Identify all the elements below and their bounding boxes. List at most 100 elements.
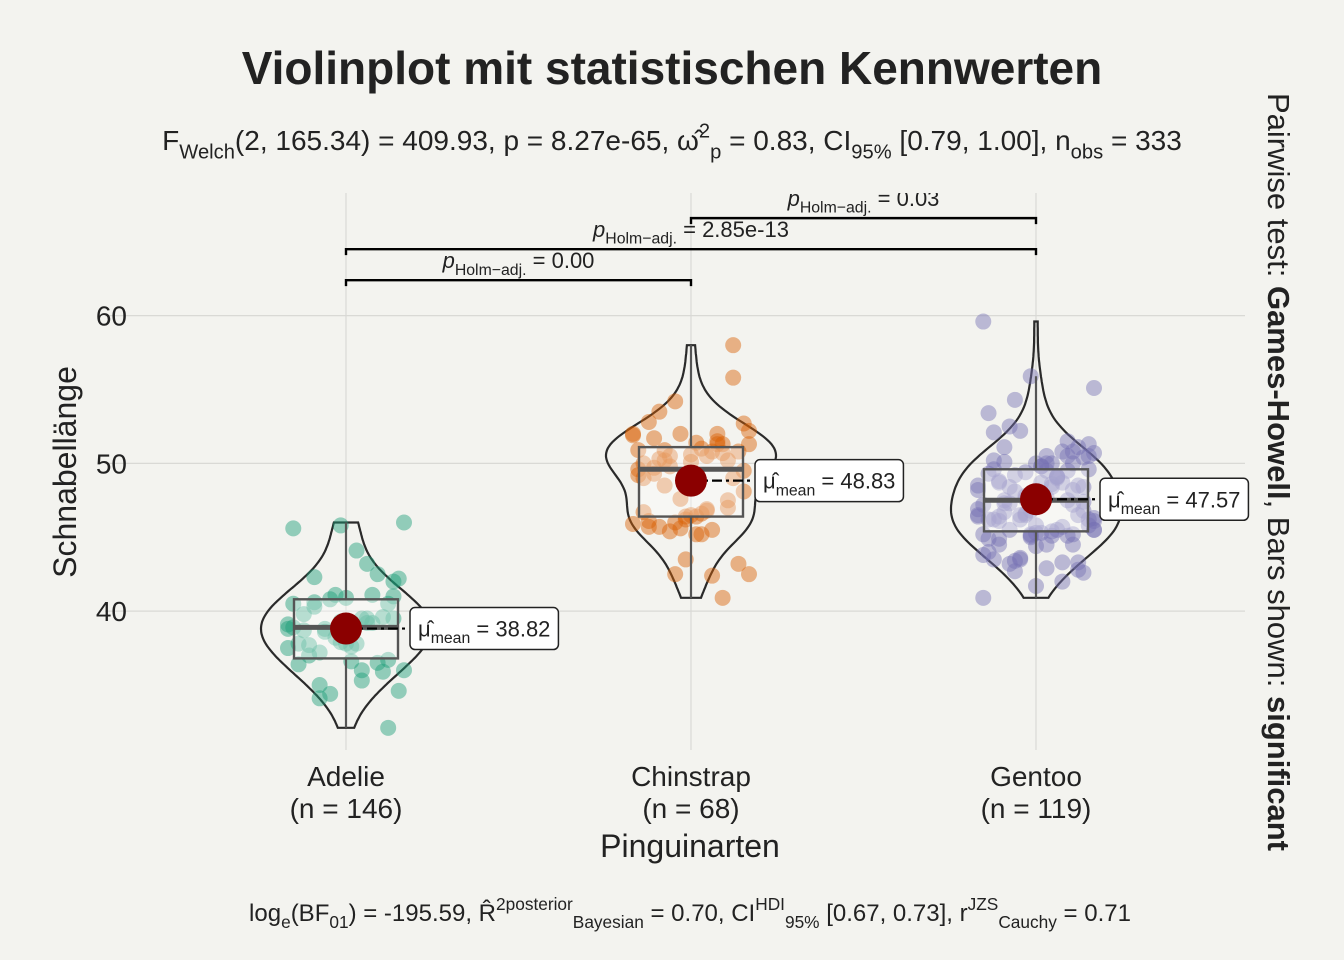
significance-label: pHolm−adj. = 0.03: [787, 186, 940, 217]
mean-point: [330, 612, 362, 645]
mean-point: [1020, 483, 1052, 516]
text-segment: HDI: [755, 894, 785, 914]
data-point: [741, 566, 757, 583]
text-segment: = 0.71: [1057, 900, 1131, 927]
mean-label-text: μ̂mean = 48.83: [763, 469, 895, 500]
text-segment: mean: [776, 482, 816, 499]
data-point: [311, 690, 328, 707]
subtitle: FWelch(2, 165.34) = 409.93, p = 8.27e-65…: [162, 120, 1182, 163]
mean-value: 47.57: [1185, 487, 1240, 512]
data-point: [380, 651, 397, 668]
data-point: [374, 609, 391, 626]
mean-label-text: μ̂mean = 38.82: [418, 617, 550, 648]
data-point: [1070, 561, 1087, 578]
data-point: [625, 425, 641, 442]
x-tick-label: Chinstrap: [631, 761, 751, 792]
data-point: [380, 719, 397, 736]
significance-bracket: [344, 247, 1038, 256]
data-point: [1070, 439, 1087, 456]
mean-value: 48.83: [840, 469, 895, 494]
data-point: [306, 569, 323, 586]
data-point: [1054, 443, 1071, 460]
data-point: [359, 555, 376, 572]
text-segment: Pairwise test:: [1261, 93, 1296, 286]
data-point: [1054, 554, 1071, 571]
text-segment: Holm−adj.: [800, 200, 872, 217]
data-point: [704, 567, 721, 584]
data-point: [719, 499, 736, 516]
data-point: [661, 523, 678, 540]
data-point: [1012, 549, 1029, 566]
data-point: [714, 589, 731, 606]
data-point: [280, 620, 296, 637]
data-point: [280, 640, 296, 657]
data-point: [698, 501, 715, 518]
data-point: [295, 606, 312, 623]
data-point: [980, 530, 997, 547]
data-point: [991, 536, 1008, 553]
data-point: [1080, 447, 1097, 464]
text-segment: significant: [1261, 696, 1296, 851]
data-point: [1012, 551, 1029, 568]
chart-title: Violinplot mit statistischen Kennwerten: [242, 42, 1103, 94]
text-segment: (BF: [291, 900, 330, 927]
data-point: [651, 403, 668, 420]
text-segment: [0.67, 0.73], r: [820, 900, 968, 927]
data-point: [311, 644, 328, 661]
text-segment: = 2.85e-13: [677, 217, 789, 242]
data-point: [683, 446, 699, 463]
data-point: [1012, 422, 1029, 439]
data-point: [1001, 418, 1018, 435]
data-point: [709, 433, 726, 450]
data-point: [725, 369, 742, 386]
data-point: [651, 450, 668, 467]
data-point: [1049, 468, 1066, 485]
data-point: [1006, 563, 1023, 580]
data-point: [1049, 470, 1066, 487]
x-axis-title: Pinguinarten: [600, 828, 780, 864]
text-segment: 2: [496, 894, 506, 914]
data-point: [693, 526, 710, 543]
data-point: [1049, 521, 1066, 538]
data-point: [985, 424, 1002, 441]
side-note: Pairwise test: Games-Howell, Bars shown:…: [1261, 93, 1296, 851]
data-point: [980, 544, 997, 561]
data-point: [1086, 445, 1102, 462]
data-point: [1059, 462, 1076, 479]
data-point: [1054, 573, 1071, 590]
data-point: [991, 512, 1008, 529]
significance-label: pHolm−adj. = 2.85e-13: [592, 217, 789, 248]
text-segment: =: [1160, 487, 1185, 512]
text-segment: = 0.03: [872, 186, 940, 211]
data-point: [693, 440, 710, 457]
text-segment: = 0.70, CI: [644, 900, 755, 927]
data-point: [1064, 536, 1081, 553]
data-point: [1038, 560, 1055, 577]
text-segment: (2, 165.34) = 409.93, p = 8.27e-65, ω̂: [235, 125, 704, 156]
data-point: [1043, 476, 1060, 493]
y-axis-title: Schnabellänge: [47, 366, 83, 578]
x-tick-label: Adelie: [307, 761, 385, 792]
data-point: [970, 477, 986, 494]
data-point: [311, 676, 328, 693]
mean-label-text: μ̂mean = 47.57: [1108, 487, 1240, 518]
data-point: [1049, 468, 1066, 485]
data-point: [1006, 483, 1023, 500]
data-point: [1086, 512, 1102, 529]
data-point: [290, 656, 307, 673]
data-point: [1059, 433, 1076, 450]
text-segment: [0.79, 1.00], n: [892, 125, 1071, 156]
y-tick-label: 60: [96, 301, 127, 332]
data-point: [741, 436, 757, 453]
text-segment: μ̂: [1108, 487, 1125, 512]
data-point: [390, 682, 407, 699]
significance-bracket: [689, 216, 1038, 225]
text-segment: = 0.00: [527, 248, 595, 273]
data-point: [725, 470, 742, 487]
mean-label: μ̂mean = 38.82: [409, 606, 560, 651]
data-point: [1070, 554, 1087, 571]
text-segment: p: [442, 248, 455, 273]
data-point: [1012, 511, 1029, 528]
data-point: [730, 555, 747, 572]
